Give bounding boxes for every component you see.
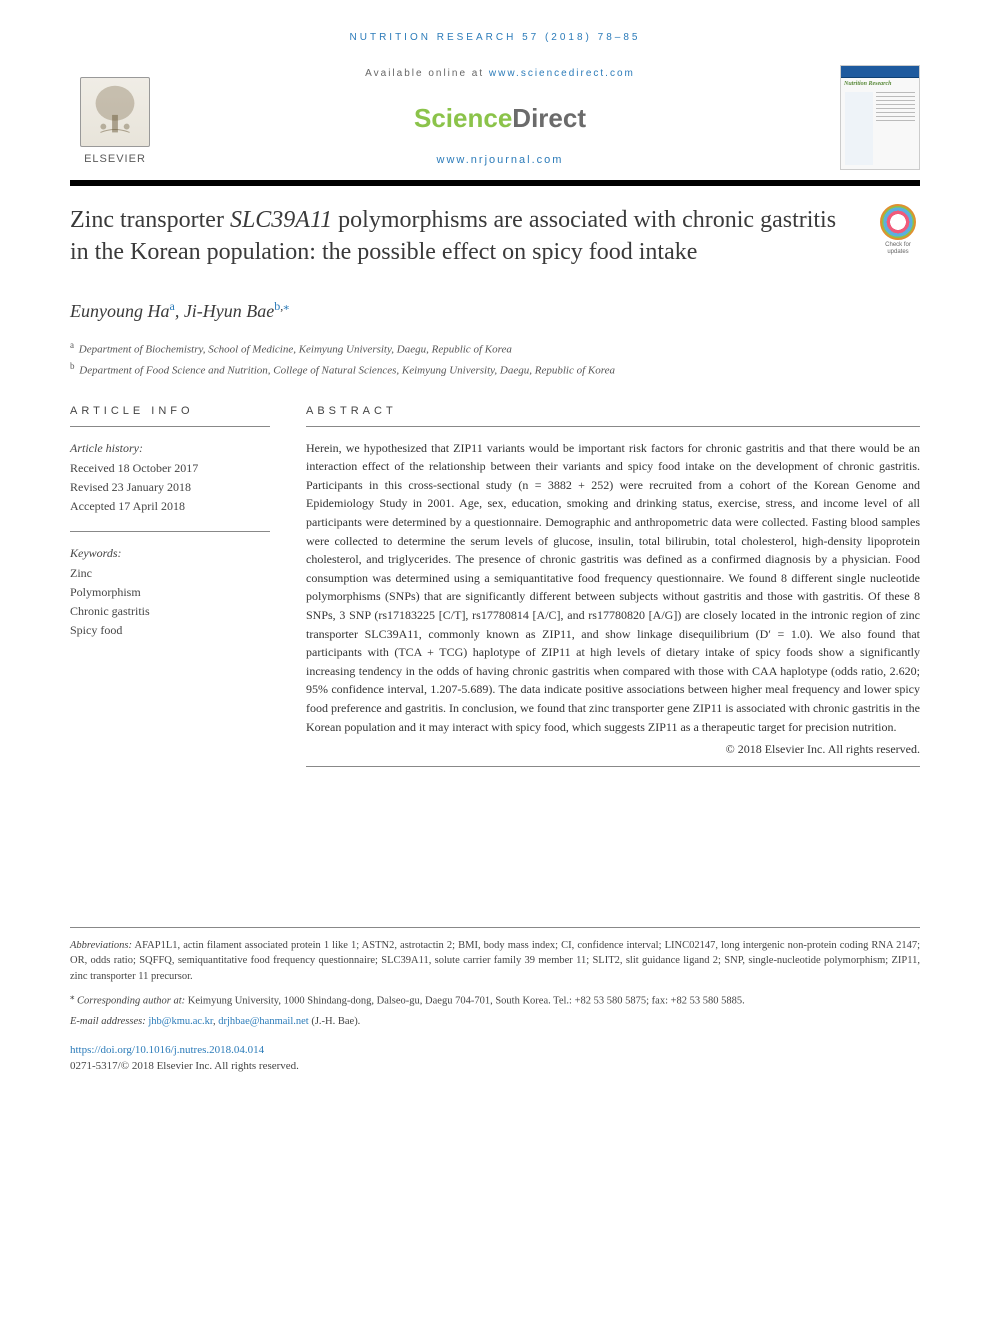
issn-copyright: 0271-5317/© 2018 Elsevier Inc. All right… <box>70 1058 920 1075</box>
doi-link[interactable]: https://doi.org/10.1016/j.nutres.2018.04… <box>70 1044 264 1056</box>
history-label: Article history: <box>70 439 270 457</box>
article-info-column: ARTICLE INFO Article history: Received 1… <box>70 403 270 767</box>
masthead: ELSEVIER Available online at www.science… <box>70 65 920 170</box>
masthead-center: Available online at www.sciencedirect.co… <box>160 66 840 169</box>
article-title-row: Zinc transporter SLC39A11 polymorphisms … <box>70 204 920 269</box>
article-info-rule <box>70 426 270 427</box>
abstract-heading: ABSTRACT <box>306 403 920 420</box>
author-1: Eunyoung Ha <box>70 301 169 321</box>
keyword-item: Zinc <box>70 564 270 582</box>
journal-cover-figure <box>845 92 873 165</box>
elsevier-wordmark: ELSEVIER <box>84 151 146 168</box>
abstract-column: ABSTRACT Herein, we hypothesized that ZI… <box>306 403 920 767</box>
email-suffix: (J.-H. Bae). <box>309 1016 361 1027</box>
abbrev-text: AFAP1L1, actin filament associated prote… <box>70 940 920 981</box>
abbreviations-footnote: Abbreviations: AFAP1L1, actin filament a… <box>70 938 920 984</box>
keyword-item: Polymorphism <box>70 583 270 601</box>
keyword-item: Chronic gastritis <box>70 602 270 620</box>
journal-url: www.nrjournal.com <box>160 152 840 169</box>
crossmark-icon <box>880 204 916 240</box>
history-received: Received 18 October 2017 <box>70 459 270 477</box>
elsevier-tree-icon <box>80 77 150 147</box>
abstract-copyright: © 2018 Elsevier Inc. All rights reserved… <box>306 740 920 758</box>
title-gene: SLC39A11 <box>230 207 332 233</box>
corr-label: Corresponding author at: <box>77 995 185 1006</box>
corr-mark-foot: ⁎ <box>70 991 74 1001</box>
journal-cover-lines <box>873 92 915 165</box>
affiliation-b: b Department of Food Science and Nutriti… <box>70 360 920 379</box>
history-revised: Revised 23 January 2018 <box>70 478 270 496</box>
abbrev-label: Abbreviations: <box>70 940 132 951</box>
keywords-rule <box>70 531 270 532</box>
article-title: Zinc transporter SLC39A11 polymorphisms … <box>70 204 876 269</box>
author-2: Ji-Hyun Bae <box>184 301 274 321</box>
corr-text: Keimyung University, 1000 Shindang-dong,… <box>185 995 745 1006</box>
journal-url-link[interactable]: www.nrjournal.com <box>437 154 564 166</box>
journal-cover-title: Nutrition Research <box>841 78 919 91</box>
journal-cover-thumbnail: Nutrition Research <box>840 65 920 170</box>
available-online: Available online at www.sciencedirect.co… <box>160 66 840 81</box>
check-updates-badge[interactable]: Check forupdates <box>876 204 920 255</box>
sd-logo-science: Science <box>414 103 512 133</box>
info-abstract-row: ARTICLE INFO Article history: Received 1… <box>70 403 920 767</box>
keywords-label: Keywords: <box>70 544 270 562</box>
running-head: NUTRITION RESEARCH 57 (2018) 78–85 <box>70 30 920 45</box>
sciencedirect-logo: ScienceDirect <box>160 99 840 138</box>
email-link-2[interactable]: drjhbae@hanmail.net <box>218 1016 308 1027</box>
sd-logo-direct: Direct <box>512 103 586 133</box>
corr-mark[interactable]: ⁎ <box>283 299 289 313</box>
email-label: E-mail addresses: <box>70 1016 146 1027</box>
check-updates-text: Check forupdates <box>876 242 920 255</box>
title-pre: Zinc transporter <box>70 207 230 233</box>
keyword-item: Spicy food <box>70 621 270 639</box>
abstract-bottom-rule <box>306 766 920 767</box>
affiliation-a: a Department of Biochemistry, School of … <box>70 339 920 358</box>
corresponding-author-footnote: ⁎ Corresponding author at: Keimyung Univ… <box>70 990 920 1009</box>
footnote-rule <box>70 927 920 928</box>
journal-cover-bar <box>841 66 919 78</box>
journal-cover-body <box>845 92 915 165</box>
elsevier-logo: ELSEVIER <box>70 68 160 168</box>
article-info-heading: ARTICLE INFO <box>70 403 270 420</box>
abstract-rule <box>306 426 920 427</box>
email-footnote: E-mail addresses: jhb@kmu.ac.kr, drjhbae… <box>70 1014 920 1029</box>
author-1-aff[interactable]: a <box>169 299 174 313</box>
doi-block: https://doi.org/10.1016/j.nutres.2018.04… <box>70 1042 920 1075</box>
sciencedirect-link[interactable]: www.sciencedirect.com <box>489 68 635 79</box>
title-rule <box>70 180 920 186</box>
affiliations: a Department of Biochemistry, School of … <box>70 339 920 379</box>
available-online-prefix: Available online at <box>365 68 489 79</box>
authors: Eunyoung Haa, Ji-Hyun Baeb,⁎ <box>70 297 920 325</box>
history-accepted: Accepted 17 April 2018 <box>70 497 270 515</box>
abstract-text: Herein, we hypothesized that ZIP11 varia… <box>306 439 920 737</box>
email-link-1[interactable]: jhb@kmu.ac.kr <box>148 1016 213 1027</box>
